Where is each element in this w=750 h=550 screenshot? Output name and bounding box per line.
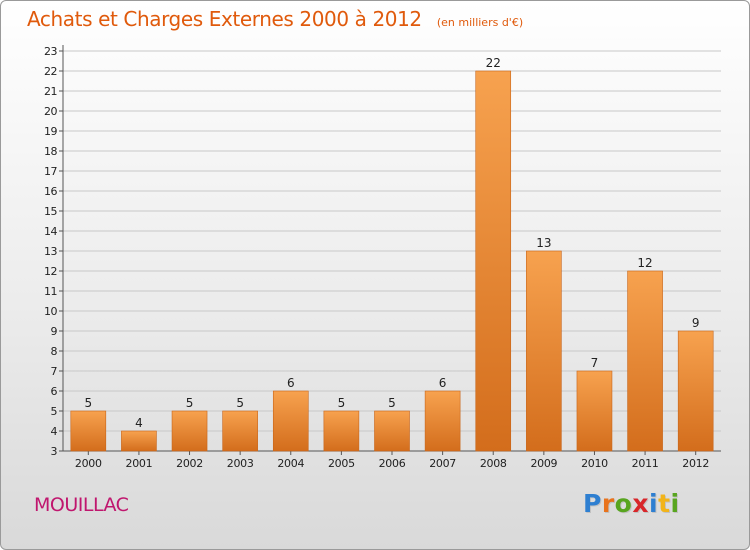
y-tick-label: 9 [51,325,58,338]
data-label: 4 [135,416,143,430]
bar [374,410,410,452]
bar [526,250,562,452]
axes: 3 4 5 6 7 8 9 10 11 12 13 14 15 16 17 18 19 20 21 22 23 2000 2… [44,45,721,470]
logo-letter: o [614,489,633,518]
bar [222,410,258,452]
data-label: 5 [186,396,194,410]
data-labels: 5 4 5 5 6 5 5 6 22 13 7 12 9 [84,56,699,430]
y-tick-label: 4 [51,425,58,438]
data-label: 12 [637,256,652,270]
x-tick-label: 2004 [277,457,304,470]
y-tick-label: 22 [44,65,57,78]
data-label: 9 [692,316,700,330]
x-tick-label: 2005 [328,457,355,470]
bar [576,370,613,452]
y-tick-label: 15 [44,205,57,218]
logo-letter: r [601,489,615,518]
proxiti-logo: Proxiti [583,489,680,518]
logo-letter: P [583,489,602,518]
data-label: 13 [536,236,551,250]
y-tick-label: 21 [44,85,57,98]
x-tick-label: 2008 [480,457,507,470]
logo-letter: x [632,489,649,518]
bars [70,70,714,452]
y-tick-label: 20 [44,105,57,118]
y-tick-label: 3 [51,445,58,458]
y-tick-label: 11 [44,285,57,298]
data-label: 22 [486,56,501,70]
bar [323,410,360,452]
bar [677,330,714,452]
bar [171,410,208,452]
x-tick-label: 2011 [632,457,659,470]
grid-lines [63,50,721,452]
y-tick-label: 19 [44,125,57,138]
x-tick-label: 2006 [379,457,406,470]
data-label: 6 [439,376,447,390]
logo-letter: t [658,489,671,518]
y-tick-label: 17 [44,165,57,178]
y-tick-label: 8 [51,345,58,358]
commune-name: MOUILLAC [34,494,129,516]
y-tick-label: 7 [51,365,58,378]
chart-unit: (en milliers d'€) [436,16,524,29]
data-label: 6 [287,376,295,390]
data-label: 7 [591,356,599,370]
y-tick-label: 12 [44,265,57,278]
chart-title: Achats et Charges Externes 2000 à 2012 [27,7,422,31]
logo-letter: i [649,489,659,518]
bar [627,270,663,452]
y-tick-label: 6 [51,385,58,398]
y-tick-label: 13 [44,245,57,258]
bar [475,70,512,452]
data-label: 5 [236,396,244,410]
x-tick-label: 2009 [530,457,557,470]
y-tick-label: 14 [44,225,57,238]
y-tick-label: 23 [44,45,57,58]
bar [70,410,107,452]
data-label: 5 [84,396,92,410]
x-tick-label: 2007 [429,457,456,470]
y-tick-label: 16 [44,185,57,198]
data-label: 5 [338,396,346,410]
x-tick-label: 2003 [227,457,254,470]
x-tick-label: 2002 [176,457,203,470]
bar [272,390,309,452]
y-tick-label: 18 [44,145,57,158]
data-label: 5 [388,396,396,410]
bar [121,430,157,452]
bar [424,390,461,452]
y-tick-label: 5 [51,405,58,418]
logo-letter: i [670,489,680,518]
x-tick-label: 2000 [75,457,102,470]
y-tick-label: 10 [44,305,57,318]
title-row: Achats et Charges Externes 2000 à 2012 (… [27,7,523,31]
x-tick-label: 2001 [126,457,153,470]
x-tick-label: 2010 [581,457,608,470]
x-tick-label: 2012 [682,457,709,470]
